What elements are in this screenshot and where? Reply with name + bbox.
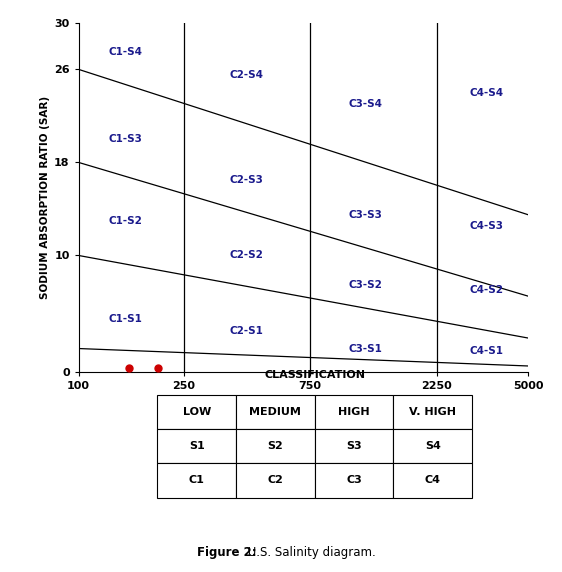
Text: C4-S2: C4-S2 (470, 285, 504, 295)
Bar (315, 395, 393, 429)
Text: S3: S3 (346, 441, 362, 451)
Text: U.S. Salinity diagram.: U.S. Salinity diagram. (244, 546, 376, 559)
Text: C2-S4: C2-S4 (229, 70, 263, 80)
Text: C3-S3: C3-S3 (349, 210, 383, 220)
Text: C3: C3 (346, 475, 362, 486)
Text: S2: S2 (268, 441, 283, 451)
Text: C1-S1: C1-S1 (109, 315, 143, 324)
Text: MEDIUM: MEDIUM (250, 407, 301, 417)
Text: C4: C4 (425, 475, 441, 486)
Y-axis label: SODIUM ABSORPTION RATIO (SAR): SODIUM ABSORPTION RATIO (SAR) (40, 96, 50, 299)
Bar (393, 429, 472, 463)
Text: C4-S1: C4-S1 (470, 346, 504, 356)
Text: C1-S3: C1-S3 (109, 134, 143, 144)
Text: C3-S4: C3-S4 (349, 100, 383, 109)
Text: C2-S3: C2-S3 (229, 175, 263, 185)
Bar (315, 429, 393, 463)
Text: C3-S1: C3-S1 (349, 344, 383, 353)
X-axis label: ELECTRICAL CONDUCTIVITY (micro mhos/cm): ELECTRICAL CONDUCTIVITY (micro mhos/cm) (172, 395, 435, 405)
Text: C2-S1: C2-S1 (229, 326, 263, 336)
Bar (157, 395, 236, 429)
Text: C4-S4: C4-S4 (470, 88, 504, 98)
Text: S1: S1 (189, 441, 205, 451)
Text: C1-S4: C1-S4 (109, 47, 143, 57)
Bar (393, 395, 472, 429)
Text: V. HIGH: V. HIGH (409, 407, 456, 417)
Text: CLASSIFICATION: CLASSIFICATION (264, 371, 365, 380)
Bar (393, 463, 472, 498)
Bar (236, 395, 315, 429)
Bar (236, 463, 315, 498)
Text: S4: S4 (425, 441, 441, 451)
Text: C2-S2: C2-S2 (229, 251, 263, 260)
Text: C1-S2: C1-S2 (109, 216, 143, 225)
Text: C2: C2 (268, 475, 283, 486)
Bar (157, 429, 236, 463)
Text: C3-S2: C3-S2 (349, 280, 383, 289)
Text: C4-S3: C4-S3 (470, 221, 504, 232)
Text: LOW: LOW (183, 407, 211, 417)
Text: Figure 2:: Figure 2: (197, 546, 256, 559)
Bar (236, 429, 315, 463)
Bar (157, 463, 236, 498)
Text: C1: C1 (189, 475, 205, 486)
Bar (315, 463, 393, 498)
Text: HIGH: HIGH (338, 407, 370, 417)
